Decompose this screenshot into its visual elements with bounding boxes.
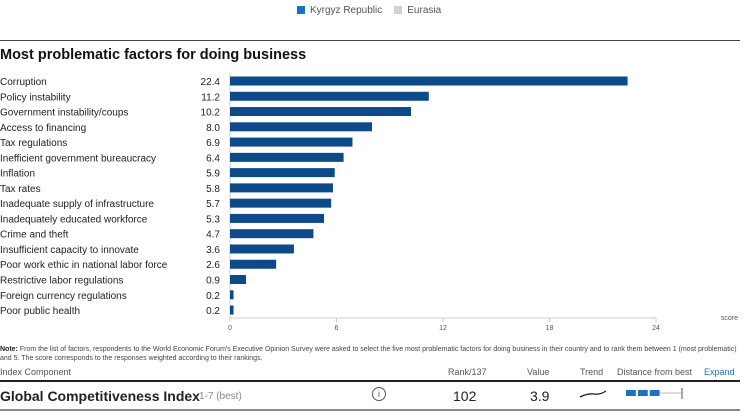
x-tick-label: 18 bbox=[546, 325, 554, 332]
bar bbox=[230, 213, 325, 223]
value-label: 0.2 bbox=[206, 306, 220, 317]
bar bbox=[230, 183, 333, 193]
bar bbox=[230, 76, 628, 86]
category-label: Government instability/coups bbox=[0, 108, 128, 119]
category-label: Corruption bbox=[0, 77, 47, 88]
chart-note: Note: From the list of factors, responde… bbox=[0, 346, 737, 362]
bar bbox=[230, 229, 314, 239]
divider bbox=[0, 409, 740, 411]
value-label: 10.2 bbox=[201, 108, 221, 119]
value-label: 5.7 bbox=[206, 199, 220, 210]
x-tick-label: 24 bbox=[652, 325, 660, 332]
value-label: 5.3 bbox=[206, 214, 220, 225]
category-label: Inadequately educated workforce bbox=[0, 214, 148, 225]
bar bbox=[230, 152, 344, 162]
bar bbox=[230, 259, 277, 269]
bar bbox=[230, 91, 429, 101]
value-label: 5.9 bbox=[206, 169, 220, 180]
component-name: Global Competitiveness Index bbox=[0, 388, 200, 404]
legend: Kyrgyz Republic Eurasia bbox=[297, 5, 441, 16]
table-row[interactable]: Global Competitiveness Index 1-7 (best) … bbox=[0, 384, 740, 408]
header-trend: Trend bbox=[580, 367, 604, 377]
bar-chart: Corruption 22.4 Policy instability 11.2 Gove… bbox=[0, 73, 738, 332]
header-rank: Rank/137 bbox=[448, 367, 487, 377]
value-label: 8.0 bbox=[206, 123, 220, 134]
score-value: 3.9 bbox=[530, 388, 550, 404]
value-label: 0.2 bbox=[206, 291, 220, 302]
component-scale: 1-7 (best) bbox=[199, 391, 242, 402]
trend-sparkline bbox=[579, 390, 607, 398]
category-label: Policy instability bbox=[0, 92, 71, 103]
category-label: Inflation bbox=[0, 169, 35, 180]
legend-swatch bbox=[394, 6, 403, 14]
value-label: 0.9 bbox=[206, 276, 220, 287]
bar bbox=[230, 305, 234, 315]
value-label: 2.6 bbox=[206, 260, 220, 271]
header-distance: Distance from best bbox=[617, 367, 693, 377]
x-tick-label: 6 bbox=[335, 325, 339, 332]
distance-segment bbox=[637, 390, 648, 396]
x-tick-label: 0 bbox=[228, 325, 232, 332]
value-label: 11.2 bbox=[201, 92, 220, 103]
value-label: 6.4 bbox=[206, 153, 220, 164]
table-header: Index Component Rank/137 Value Trend Dis… bbox=[0, 367, 740, 379]
category-label: Inefficient government bureaucracy bbox=[0, 153, 156, 164]
value-label: 5.8 bbox=[206, 184, 220, 195]
expand-link[interactable]: Expand bbox=[704, 367, 735, 377]
category-label: Foreign currency regulations bbox=[0, 291, 127, 302]
distance-segment bbox=[626, 390, 636, 396]
legend-item-kyrgyz[interactable]: Kyrgyz Republic bbox=[297, 5, 382, 16]
bar bbox=[230, 275, 246, 285]
category-label: Access to financing bbox=[0, 123, 86, 134]
info-icon[interactable]: i bbox=[372, 387, 386, 401]
header-component: Index Component bbox=[0, 367, 72, 377]
bar bbox=[230, 122, 372, 132]
category-label: Poor work ethic in national labor force bbox=[0, 260, 168, 271]
x-tick-label: 12 bbox=[439, 325, 447, 332]
bar bbox=[230, 244, 294, 254]
bar bbox=[230, 198, 332, 208]
value-label: 3.6 bbox=[206, 245, 220, 256]
divider bbox=[0, 40, 740, 41]
category-label: Inadequate supply of infrastructure bbox=[0, 199, 154, 210]
category-label: Tax rates bbox=[0, 184, 41, 195]
category-label: Insufficient capacity to innovate bbox=[0, 245, 139, 256]
value-label: 6.9 bbox=[206, 138, 220, 149]
x-axis-label: score bbox=[721, 315, 738, 322]
value-label: 22.4 bbox=[201, 77, 221, 88]
category-label: Restrictive labor regulations bbox=[0, 276, 123, 287]
category-label: Crime and theft bbox=[0, 230, 69, 241]
chart-title: Most problematic factors for doing busin… bbox=[0, 47, 307, 63]
legend-item-eurasia[interactable]: Eurasia bbox=[394, 5, 441, 16]
bar bbox=[230, 137, 353, 147]
value-label: 4.7 bbox=[206, 230, 220, 241]
header-value: Value bbox=[527, 367, 550, 377]
category-label: Tax regulations bbox=[0, 138, 67, 149]
divider bbox=[0, 380, 740, 382]
rank-value: 102 bbox=[453, 388, 477, 404]
distance-segment bbox=[649, 390, 660, 396]
bar bbox=[230, 290, 234, 300]
legend-swatch bbox=[297, 6, 305, 14]
category-label: Poor public health bbox=[0, 306, 80, 317]
bar bbox=[230, 168, 335, 178]
bar bbox=[230, 107, 412, 117]
distance-bar bbox=[626, 388, 683, 399]
